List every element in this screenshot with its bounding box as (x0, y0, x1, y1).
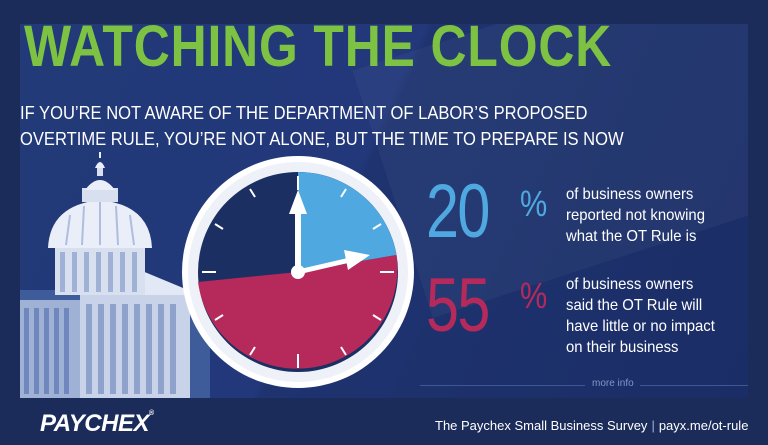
stat-description-line: have little or no impact (566, 318, 715, 335)
stat-percent-sign: % (520, 183, 548, 224)
paychex-logo: PAYCHEX® (40, 410, 154, 438)
stat-description: of business owners reported not knowing … (566, 184, 705, 247)
stat-description-line: reported not knowing (566, 207, 705, 224)
capitol-building-icon (20, 152, 210, 398)
more-info-divider (640, 385, 748, 386)
footer: The Paychex Small Business Survey | payx.m… (435, 418, 748, 433)
stat-description-line: on their business (566, 339, 679, 356)
subtitle-line: OVERTIME RULE, YOU’RE NOT ALONE, BUT THE… (20, 129, 624, 149)
footer-survey-text: The Paychex Small Business Survey (435, 418, 648, 433)
stat-description-line: of business owners (566, 186, 694, 203)
stat-description-line: said the OT Rule will (566, 297, 703, 314)
stat-percent-sign: % (520, 275, 548, 316)
stat-description-line: of business owners (566, 276, 694, 293)
stat-description: of business owners said the OT Rule will… (566, 274, 715, 358)
stat-value-20: 20 (426, 169, 490, 254)
footer-link[interactable]: payx.me/ot-rule (658, 418, 749, 433)
logo-mark: ® (148, 410, 154, 417)
stat-description-line: what the OT Rule is (566, 228, 697, 245)
logo-text: PAYCHEX (40, 410, 149, 437)
clock-icon (182, 156, 414, 388)
subtitle: IF YOU’RE NOT AWARE OF THE DEPARTMENT OF… (20, 100, 664, 152)
subtitle-line: IF YOU’RE NOT AWARE OF THE DEPARTMENT OF… (20, 103, 588, 123)
more-info-link[interactable]: more info (592, 378, 634, 389)
page-title: WATCHING THE CLOCK (24, 14, 613, 79)
footer-separator: | (651, 418, 655, 433)
more-info-divider (420, 385, 585, 386)
stat-value-55: 55 (426, 263, 490, 348)
